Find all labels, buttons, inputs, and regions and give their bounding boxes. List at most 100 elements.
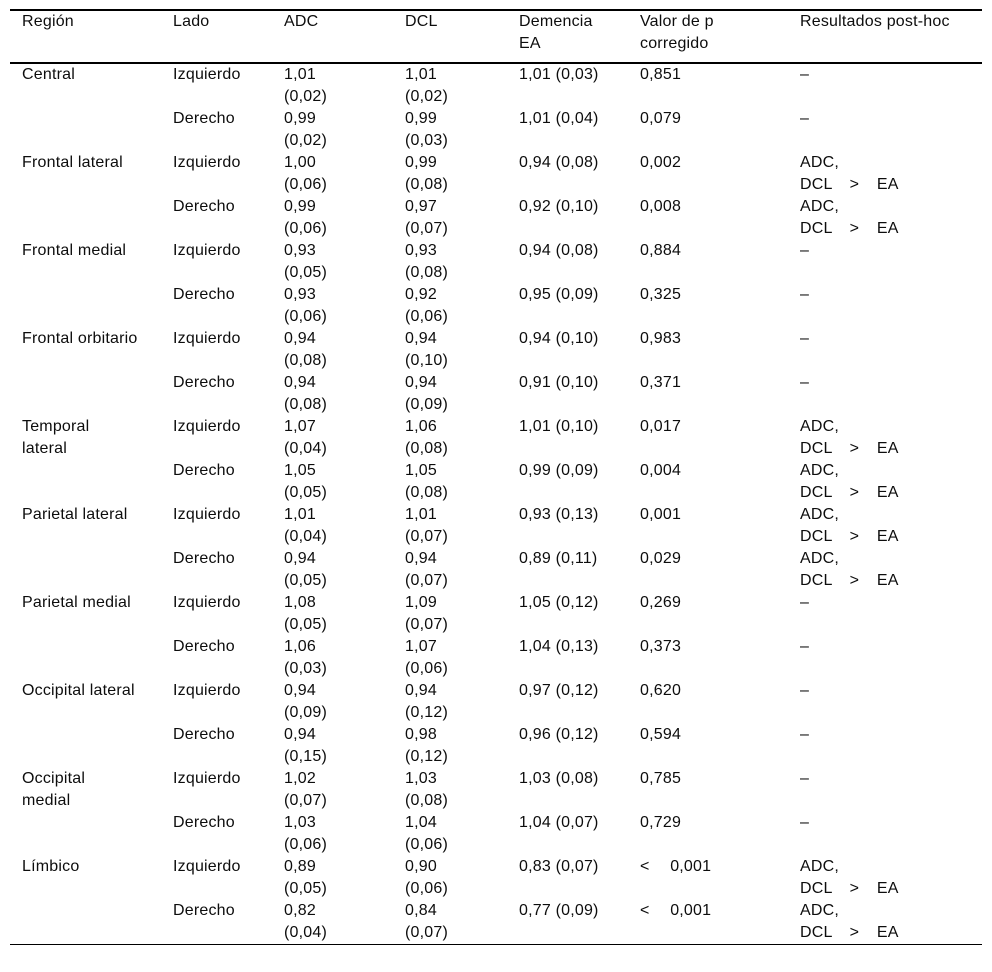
adc-mean: 1,06 [284,638,316,655]
adc-sd: (0,06) [284,836,327,853]
adc-mean: 1,03 [284,814,316,831]
column-header-pvalue-line1: Valor de p [640,13,714,30]
region-cell: Frontal medial [10,240,173,328]
region-name-line2: medial [22,792,71,809]
adc-sd: (0,05) [284,484,327,501]
adc-mean: 0,99 [284,110,316,127]
table-row: Frontal medial Izquierdo 0,93 (0,05) 0,93 (0,… [10,240,982,284]
side-label: Izquierdo [173,242,241,259]
dementia-ea-value: 0,91 (0,10) [519,374,599,391]
dcl-mean: 0,90 [405,858,437,875]
dcl-sd: (0,08) [405,440,448,457]
adc-mean: 0,93 [284,286,316,303]
side-label: Izquierdo [173,858,241,875]
column-header-side-label: Lado [173,13,210,30]
adc-mean: 0,93 [284,242,316,259]
adc-cell: 1,01 (0,04) [284,504,405,548]
dementia-ea-value: 0,89 (0,11) [519,550,598,567]
column-header-dementia-line1: Demencia [519,13,593,30]
side-cell: Izquierdo [173,768,284,812]
pvalue: 0,983 [640,330,682,347]
dcl-mean: 0,84 [405,902,437,919]
dementia-ea-value: 1,03 (0,08) [519,770,599,787]
adc-sd: (0,02) [284,132,327,149]
side-label: Derecho [173,198,235,215]
dcl-mean: 0,98 [405,726,437,743]
dementia-ea-cell: 0,95 (0,09) [519,284,640,328]
posthoc-cell: – [800,240,982,284]
column-header-posthoc-label: Resultados post-hoc [800,13,950,30]
posthoc-cell: – [800,108,982,152]
column-header-adc: ADC [284,10,405,63]
pvalue-cell: 0,884 [640,240,800,284]
side-cell: Izquierdo [173,592,284,636]
posthoc-line1: – [800,814,810,831]
dcl-cell: 1,01 (0,02) [405,63,519,108]
posthoc-line1: – [800,726,810,743]
adc-sd: (0,07) [284,792,327,809]
column-header-region-label: Región [22,13,74,30]
posthoc-line1: – [800,330,810,347]
adc-sd: (0,05) [284,572,327,589]
dcl-mean: 1,03 [405,770,437,787]
adc-cell: 1,07 (0,04) [284,416,405,460]
side-cell: Izquierdo [173,152,284,196]
region-cell: Parietal medial [10,592,173,680]
dementia-ea-cell: 0,83 (0,07) [519,856,640,900]
posthoc-line1: – [800,66,810,83]
table-row: Derecho 0,99 (0,06) 0,97 (0,07) 0,92 (0,10) 0,… [10,196,982,240]
adc-mean: 0,94 [284,550,316,567]
adc-mean: 0,94 [284,374,316,391]
side-cell: Izquierdo [173,63,284,108]
dementia-ea-value: 1,04 (0,07) [519,814,599,831]
pvalue: 0,371 [640,374,682,391]
side-label: Izquierdo [173,682,241,699]
pvalue-cell: 0,029 [640,548,800,592]
region-cell: Temporal lateral [10,416,173,504]
side-cell: Izquierdo [173,240,284,284]
adc-sd: (0,04) [284,440,327,457]
dcl-cell: 1,03 (0,08) [405,768,519,812]
dcl-cell: 0,90 (0,06) [405,856,519,900]
pvalue-cell: 0,983 [640,328,800,372]
adc-sd: (0,05) [284,616,327,633]
pvalue: < 0,001 [640,858,712,875]
side-cell: Derecho [173,372,284,416]
dementia-ea-cell: 0,93 (0,13) [519,504,640,548]
side-cell: Derecho [173,812,284,856]
posthoc-line1: ADC, [800,858,840,875]
dcl-mean: 0,92 [405,286,437,303]
dementia-ea-cell: 1,04 (0,07) [519,812,640,856]
pvalue-cell: 0,079 [640,108,800,152]
side-label: Derecho [173,814,235,831]
adc-mean: 0,94 [284,330,316,347]
dcl-cell: 0,99 (0,03) [405,108,519,152]
dcl-mean: 0,94 [405,330,437,347]
adc-mean: 1,02 [284,770,316,787]
dementia-ea-value: 0,83 (0,07) [519,858,599,875]
pvalue: 0,325 [640,286,682,303]
dcl-cell: 0,94 (0,09) [405,372,519,416]
region-name-line1: Límbico [22,858,80,875]
posthoc-cell: ADC, DCL > EA [800,504,982,548]
posthoc-line1: – [800,374,810,391]
dcl-mean: 0,97 [405,198,437,215]
side-label: Derecho [173,462,235,479]
dcl-mean: 0,99 [405,110,437,127]
dcl-sd: (0,12) [405,704,448,721]
dcl-cell: 0,94 (0,07) [405,548,519,592]
dementia-ea-value: 0,95 (0,09) [519,286,599,303]
posthoc-line1: ADC, [800,506,840,523]
region-name-line2: lateral [22,440,67,457]
dementia-ea-value: 0,77 (0,09) [519,902,599,919]
dcl-cell: 1,01 (0,07) [405,504,519,548]
table-row: Derecho 1,03 (0,06) 1,04 (0,06) 1,04 (0,07) 0,… [10,812,982,856]
column-header-pvalue: Valor de p corregido [640,10,800,63]
dcl-sd: (0,07) [405,616,448,633]
region-name-line1: Occipital [22,770,86,787]
dcl-sd: (0,12) [405,748,448,765]
posthoc-cell: – [800,284,982,328]
pvalue-cell: 0,785 [640,768,800,812]
dcl-mean: 1,07 [405,638,437,655]
side-cell: Derecho [173,108,284,152]
